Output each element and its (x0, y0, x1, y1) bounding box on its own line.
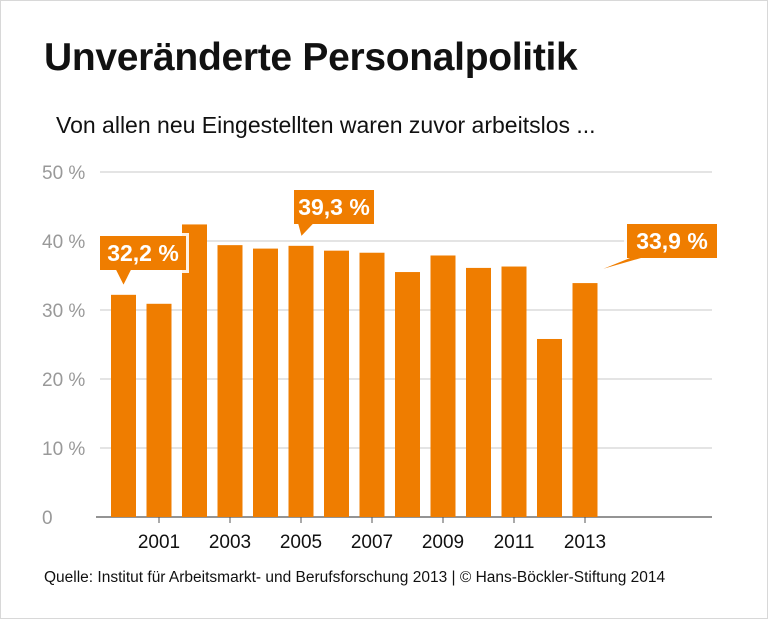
y-tick-label: 30 % (42, 301, 85, 322)
source-note: Quelle: Institut für Arbeitsmarkt- und B… (44, 569, 666, 586)
callout-2005: 39,3 % (291, 187, 377, 240)
y-tick-label: 20 % (42, 370, 85, 391)
chart-subtitle: Von allen neu Eingestellten waren zuvor … (56, 112, 596, 138)
callout-label: 39,3 % (298, 194, 370, 220)
x-tick-label: 2005 (280, 532, 322, 553)
x-tick-label: 2013 (564, 532, 606, 553)
x-tick-label: 2009 (422, 532, 464, 553)
bar-2011 (501, 266, 527, 517)
callout-2013: 33,9 % (584, 221, 720, 277)
bar-2005 (288, 245, 314, 517)
callout-label: 32,2 % (107, 240, 179, 266)
y-tick-label: 50 % (42, 163, 85, 184)
x-tick-label: 2011 (494, 532, 535, 553)
bar-2008 (395, 272, 420, 517)
callout-box (627, 224, 717, 258)
callout-2000: 32,2 % (97, 233, 189, 290)
callout-label: 33,9 % (636, 228, 708, 254)
bar-2007 (359, 252, 385, 518)
callout-pointer (112, 268, 135, 290)
bar-2006 (324, 250, 349, 517)
bar-2012 (537, 338, 562, 517)
bar-2001 (146, 303, 172, 517)
y-tick-label: 10 % (42, 439, 85, 460)
y-tick-label: 40 % (42, 232, 85, 253)
x-tick-label: 2003 (209, 532, 251, 553)
bar-2013 (572, 283, 598, 517)
callout-box (100, 236, 186, 270)
callout-pointer (584, 256, 649, 277)
y-tick-label: 0 (42, 508, 53, 529)
chart-title: Unveränderte Personalpolitik (44, 36, 578, 79)
bar-2003 (217, 245, 243, 517)
bar-2009 (430, 255, 456, 518)
x-tick-label: 2007 (351, 532, 393, 553)
callout-pointer (295, 222, 318, 240)
callout-box (294, 190, 374, 224)
bar-2010 (466, 267, 491, 517)
x-tick-label: 2001 (138, 532, 180, 553)
bar-2002 (182, 224, 207, 517)
bar-2004 (253, 248, 278, 517)
bar-2000 (111, 294, 136, 517)
